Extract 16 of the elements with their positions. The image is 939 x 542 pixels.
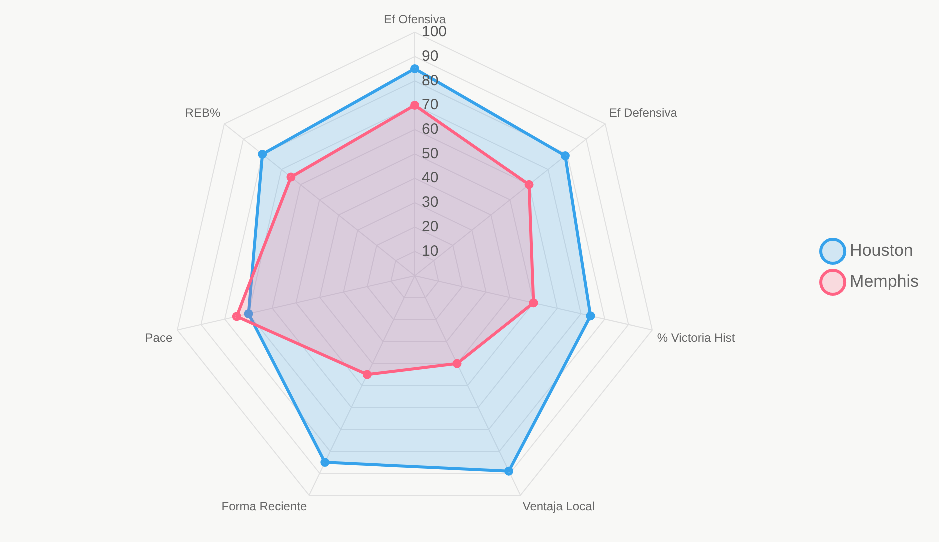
spoke-label: REB% xyxy=(185,106,221,120)
spoke-label: Ef Defensiva xyxy=(609,106,678,120)
y-tick-label: 40 xyxy=(422,170,439,187)
y-tick-label: 10 xyxy=(422,242,439,260)
spoke-label: Pace xyxy=(145,330,173,345)
y-tick-label: 60 xyxy=(422,120,439,138)
y-tick-label: 70 xyxy=(422,96,439,114)
spoke-label: % Victoria Hist xyxy=(657,330,736,345)
y-tick-label: 90 xyxy=(422,48,439,65)
y-tick-label: 30 xyxy=(422,194,439,212)
legend-label: Memphis xyxy=(850,272,920,292)
y-tick-label: 20 xyxy=(422,218,439,236)
spoke-label: Forma Reciente xyxy=(222,499,308,514)
y-tick-label: 50 xyxy=(422,145,439,162)
legend-label: Houston xyxy=(850,241,914,260)
spoke-label: Ventaja Local xyxy=(522,499,595,514)
